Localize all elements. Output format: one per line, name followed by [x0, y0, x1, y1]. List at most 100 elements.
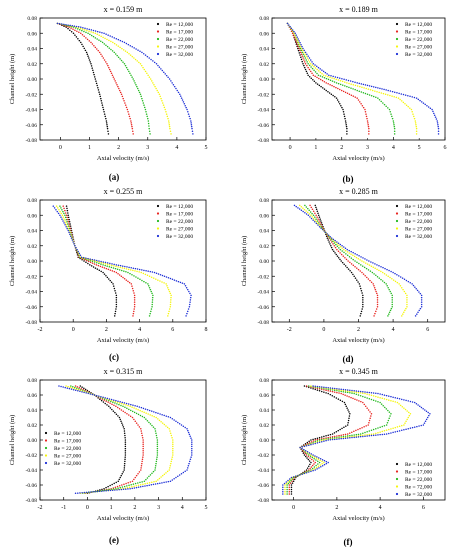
data-point [303, 472, 306, 475]
data-point [56, 22, 59, 25]
data-point [69, 386, 71, 389]
data-point [359, 259, 361, 261]
data-point [362, 435, 364, 438]
data-point [181, 99, 184, 101]
x-axis-label: Axial velocity (m/s) [332, 155, 384, 162]
data-point [383, 430, 386, 432]
data-point [368, 435, 371, 437]
data-point [320, 386, 323, 388]
data-point [130, 122, 132, 124]
data-point [299, 51, 302, 54]
data-point [346, 251, 349, 253]
data-point [340, 434, 342, 436]
data-point [348, 93, 351, 95]
x-tick-label: 2 [117, 145, 120, 151]
data-point [302, 63, 304, 65]
data-point [309, 455, 312, 457]
data-point [298, 40, 300, 42]
data-point [315, 464, 317, 467]
data-point [362, 273, 365, 275]
x-axis-label: Axial velocity (m/s) [332, 515, 384, 522]
data-point [134, 267, 137, 270]
y-tick-label: 0.02 [27, 423, 37, 429]
data-point [111, 270, 114, 272]
y-tick-label: 0.06 [27, 31, 37, 37]
x-tick-label: 1 [88, 145, 91, 151]
data-point [338, 77, 341, 79]
data-point [417, 404, 419, 406]
data-point [60, 385, 62, 388]
legend-marker [395, 30, 399, 33]
data-point [72, 32, 75, 34]
data-point [377, 396, 379, 398]
data-point [133, 275, 135, 277]
data-point [156, 456, 158, 458]
data-point [187, 308, 190, 310]
data-point [367, 124, 369, 126]
legend-label: Re = 12,000 [54, 431, 81, 437]
y-tick-label: 0.06 [259, 393, 269, 399]
data-point [348, 82, 350, 85]
data-point [384, 406, 386, 409]
data-point [66, 221, 68, 223]
data-point [163, 414, 165, 417]
data-point [293, 36, 296, 38]
data-point [359, 433, 362, 435]
data-point [90, 265, 93, 267]
data-point [150, 308, 153, 310]
x-axis-label: Axial velocity (m/s) [97, 515, 149, 522]
data-point [370, 434, 373, 437]
data-point [133, 294, 136, 297]
data-point [355, 391, 358, 394]
data-point [369, 411, 371, 413]
legend-marker [395, 462, 399, 466]
data-point [111, 489, 114, 491]
legend-label: Re = 27,000 [405, 227, 432, 233]
data-point [116, 83, 118, 86]
data-point [383, 394, 386, 396]
data-point [323, 389, 325, 391]
data-point [161, 474, 164, 477]
data-point [139, 481, 141, 484]
data-point [309, 216, 311, 218]
data-point [115, 37, 118, 40]
data-point [319, 222, 321, 224]
data-point [341, 250, 343, 252]
data-point [124, 443, 127, 446]
data-point [155, 434, 158, 437]
data-point [340, 104, 342, 107]
data-point [391, 296, 393, 299]
data-point [120, 474, 122, 477]
data-point [120, 59, 123, 62]
data-point [104, 397, 106, 399]
data-point [108, 405, 110, 407]
data-point [132, 483, 135, 485]
data-point [130, 283, 133, 285]
data-point [305, 471, 308, 474]
data-point [389, 111, 392, 113]
data-point [335, 86, 337, 89]
data-point [373, 285, 375, 287]
data-point [314, 461, 316, 464]
data-point [412, 284, 415, 287]
data-point [94, 32, 97, 34]
data-point [132, 312, 135, 315]
data-point [314, 67, 317, 69]
data-point [171, 479, 174, 481]
data-point [354, 277, 357, 279]
data-point [404, 408, 407, 411]
data-point [331, 436, 334, 438]
data-point [300, 209, 303, 212]
data-point [118, 416, 121, 419]
data-point [96, 268, 99, 270]
data-point [358, 255, 360, 257]
data-point [349, 270, 351, 272]
data-point [314, 221, 316, 223]
data-point [81, 29, 83, 32]
series-2 [62, 205, 136, 317]
data-point [369, 279, 371, 282]
legend-marker [395, 37, 399, 41]
data-point [336, 245, 339, 248]
data-point [312, 469, 314, 472]
y-tick-label: -0.08 [258, 498, 270, 504]
